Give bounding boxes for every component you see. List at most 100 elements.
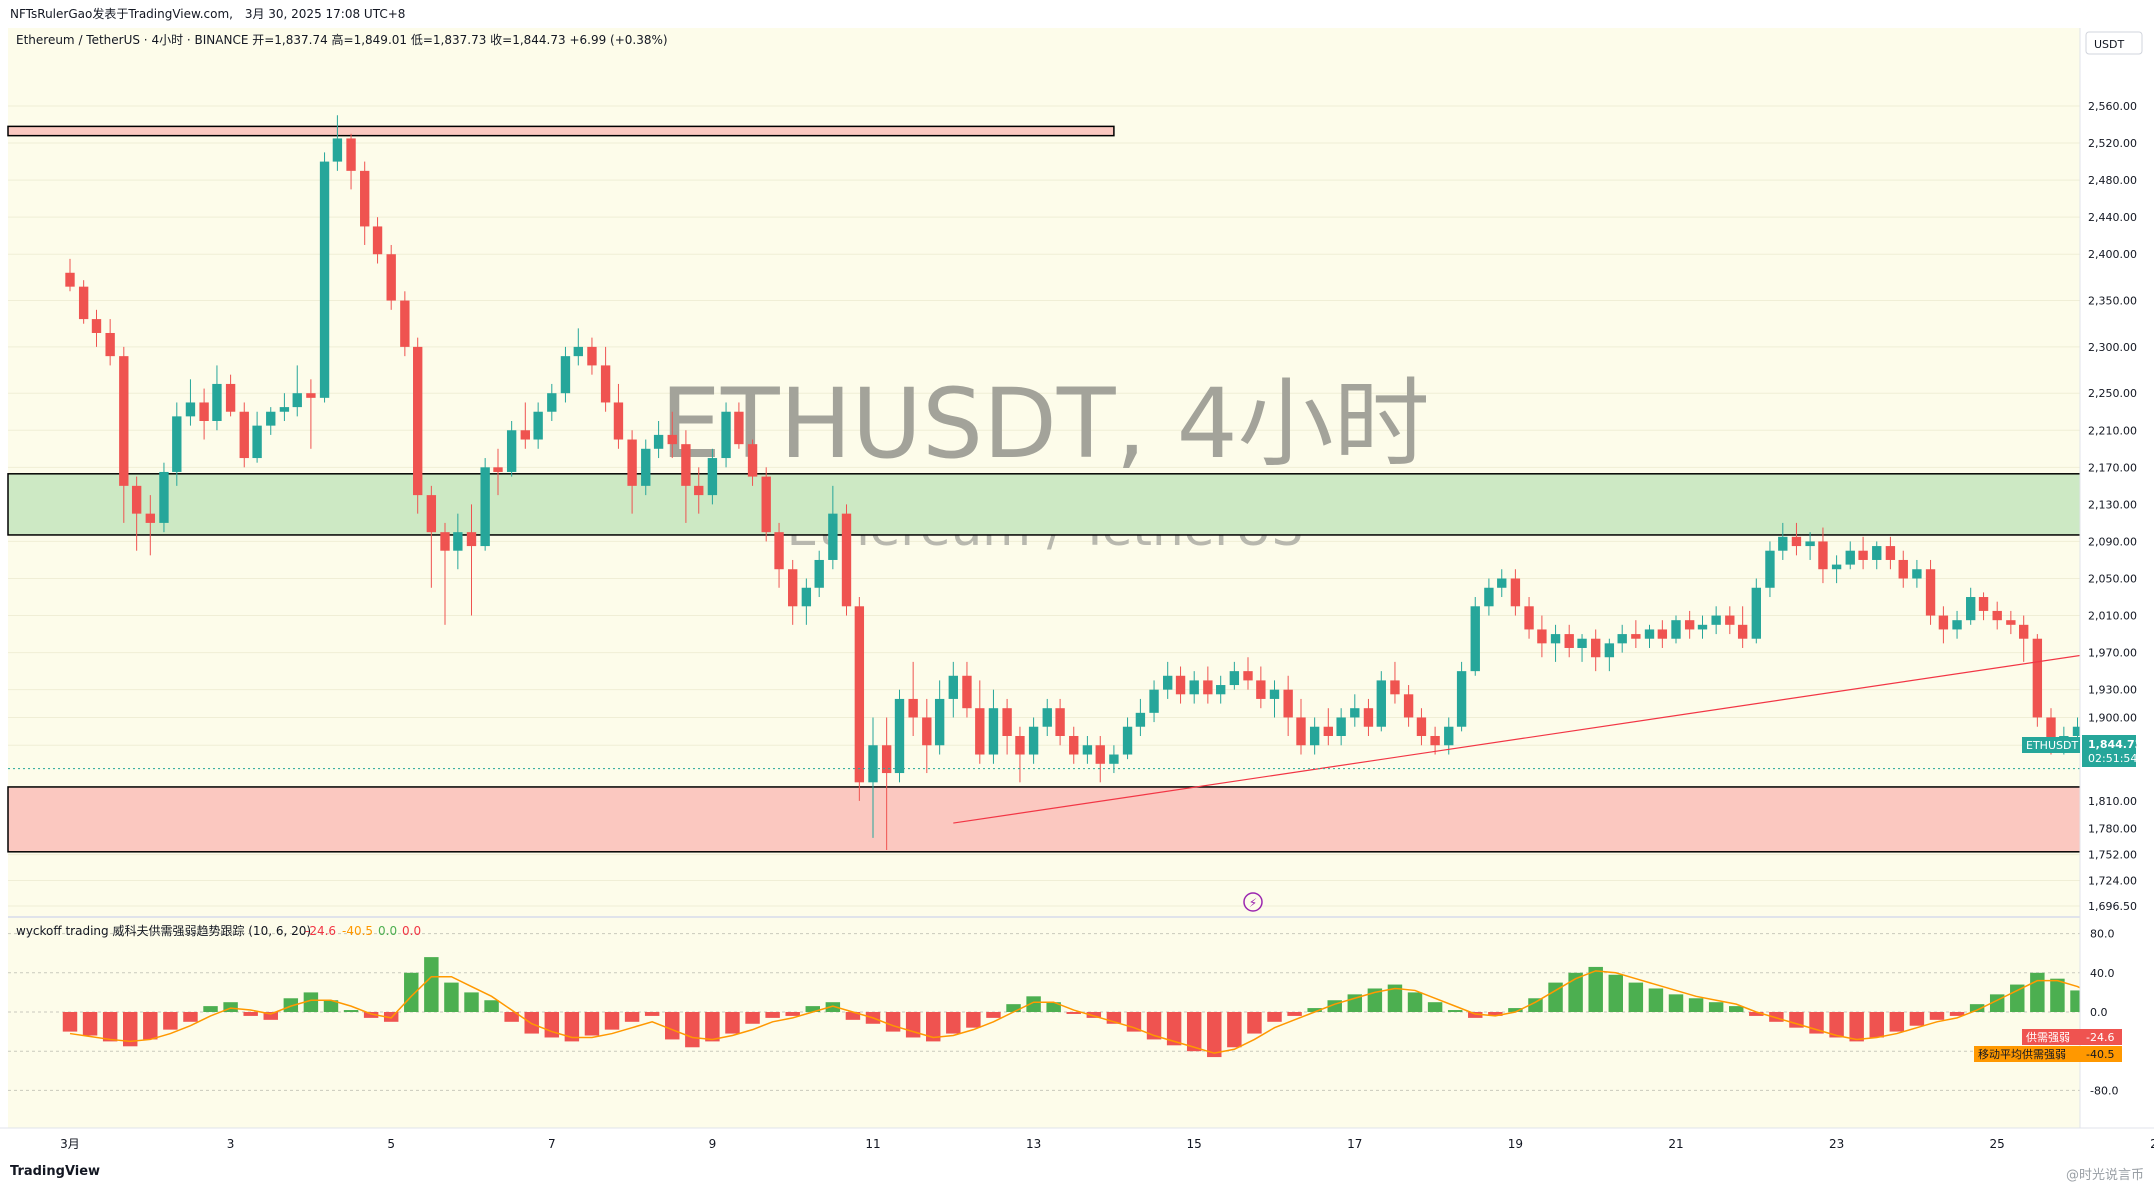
ind-bar (1066, 1012, 1081, 1014)
candle (466, 504, 477, 616)
candle (1858, 536, 1868, 570)
candle (1697, 615, 1708, 639)
candle (1765, 541, 1775, 598)
candle-body (627, 439, 637, 486)
candle-body (587, 346, 597, 366)
time-tick-label: 11 (865, 1137, 880, 1151)
ind-bar (323, 1000, 339, 1012)
candle-body (466, 532, 477, 547)
ind-bar (1588, 966, 1603, 1012)
time-tick-label: 13 (1026, 1137, 1041, 1151)
ind-bar (604, 1012, 620, 1030)
candle-body (1885, 546, 1896, 560)
candle (975, 680, 985, 764)
candle-body (1163, 675, 1173, 690)
pane-separator (8, 916, 2080, 918)
candle (1430, 726, 1440, 755)
candle-body (894, 698, 905, 774)
candle-body (962, 675, 972, 709)
candle (988, 689, 999, 764)
candle-body (1175, 675, 1186, 695)
candle-body (1095, 745, 1105, 764)
candle-body (119, 356, 129, 486)
candle-body (613, 402, 624, 440)
candle (1069, 726, 1079, 764)
candle-body (91, 319, 102, 333)
candle-body (1872, 546, 1882, 560)
time-tick-label: 3 (227, 1137, 235, 1151)
ind-bar (464, 992, 479, 1012)
candle-body (1444, 726, 1454, 746)
ind-bar (1186, 1012, 1202, 1052)
candle-body (988, 708, 999, 755)
candle (934, 680, 945, 755)
time-tick-label: 19 (1508, 1137, 1523, 1151)
candle-body (426, 495, 437, 533)
candle-body (1015, 735, 1025, 755)
candle (560, 346, 571, 403)
ind-bar (122, 1012, 138, 1047)
time-tick-label: 7 (548, 1137, 556, 1151)
candle (1872, 541, 1882, 570)
candle (681, 430, 691, 523)
footer-watermark: @时光说言币 (2065, 1168, 2144, 1183)
candle (627, 430, 637, 514)
candle (641, 439, 651, 496)
candle (841, 504, 852, 616)
event-marker (1243, 892, 1263, 912)
candle (1015, 726, 1025, 783)
candle-body (560, 356, 571, 394)
candle (1055, 698, 1065, 746)
candle-body (145, 513, 155, 523)
candle (1885, 536, 1896, 570)
candle (1617, 624, 1627, 653)
candle (1323, 708, 1333, 746)
ind-tag1-label: 供需强弱 (2026, 1030, 2070, 1044)
tradingview-logo[interactable]: TradingView (10, 1164, 101, 1179)
ind-bar (1468, 1012, 1483, 1018)
candle-body (1403, 694, 1414, 718)
ind-bar (1829, 1012, 1844, 1038)
price-tick-label: 1,696.50 (2088, 900, 2137, 913)
ind-bar (1046, 1002, 1061, 1012)
candle-body (828, 513, 838, 560)
candle-body (1550, 634, 1561, 644)
candle-body (1456, 671, 1467, 727)
candle (1510, 569, 1521, 616)
candle (199, 388, 209, 440)
candle (506, 420, 517, 477)
candle-body (1711, 615, 1721, 625)
candle (2019, 615, 2029, 662)
candle (868, 717, 878, 838)
time-tick-label: 25 (1990, 1137, 2005, 1151)
candle-body (372, 226, 383, 255)
candle (493, 448, 503, 496)
candle-body (2046, 717, 2056, 746)
time-tick-label: 9 (709, 1137, 717, 1151)
price-tick-label: 1,780.00 (2088, 823, 2137, 836)
candle (533, 402, 543, 449)
candle-body (319, 161, 330, 398)
candle (1992, 601, 2002, 630)
ind-bar (1227, 1012, 1242, 1048)
ind-bar (1407, 992, 1423, 1012)
ind-bar (805, 1006, 821, 1012)
candle (2032, 634, 2043, 727)
candle (426, 485, 437, 588)
candle (801, 578, 812, 625)
ind-bar (1367, 988, 1383, 1012)
candle-body (1577, 638, 1587, 648)
candle-body (1657, 629, 1668, 639)
candle-body (252, 425, 262, 459)
candle (600, 346, 611, 412)
candle (1416, 708, 1427, 746)
candle (1296, 698, 1306, 755)
ind-bar (1708, 1002, 1724, 1012)
ind-bar (1628, 982, 1644, 1012)
ind-bar (1387, 984, 1403, 1012)
price-tick-label: 1,724.00 (2088, 875, 2137, 888)
currency-label: USDT (2094, 38, 2125, 51)
watermark-title: ETHUSDT, 4小时 (660, 368, 1429, 480)
candle-body (1564, 634, 1574, 648)
